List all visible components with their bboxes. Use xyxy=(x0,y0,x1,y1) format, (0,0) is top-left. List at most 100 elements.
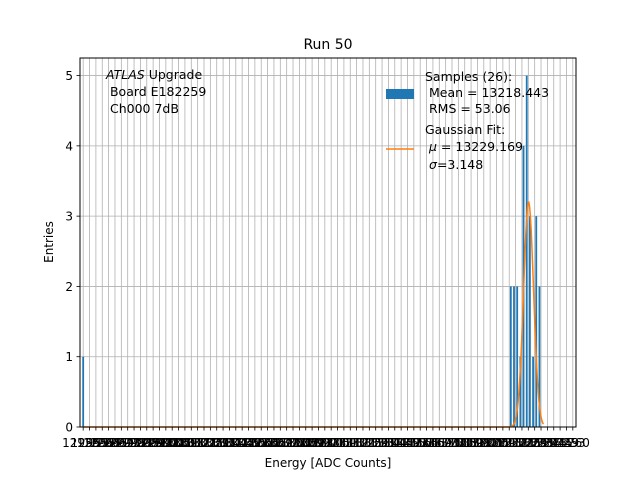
x-tick-label: 13189 xyxy=(446,436,484,450)
annotation-line-3: Ch000 7dB xyxy=(106,101,179,116)
legend-samples-line-2: Mean = 13218.443 xyxy=(425,85,549,100)
x-tick-label: 13233 xyxy=(516,436,554,450)
x-tick-label: 13045 xyxy=(217,436,255,450)
histogram-bar xyxy=(535,216,538,427)
x-tick-label: 13221 xyxy=(496,436,534,450)
x-tick-label: 13181 xyxy=(433,436,471,450)
annotation-line-2: Board E182259 xyxy=(106,84,206,99)
x-tick-label: 13021 xyxy=(179,436,217,450)
x-tick-label: 12989 xyxy=(128,436,166,450)
x-tick-label: 13193 xyxy=(452,436,490,450)
y-tick-label: 2 xyxy=(65,280,73,294)
x-tick-label: 13129 xyxy=(350,436,388,450)
x-tick-label: 13025 xyxy=(185,436,223,450)
x-tick-label: 12953 xyxy=(70,436,108,450)
x-tick-label: 13185 xyxy=(439,436,477,450)
histogram-bar xyxy=(513,286,515,427)
x-tick-label: 13145 xyxy=(376,436,414,450)
x-tick-label: 12973 xyxy=(102,436,140,450)
x-tick-label: 12985 xyxy=(121,436,159,450)
x-tick-label: 12969 xyxy=(96,436,134,450)
x-tick-label: 13113 xyxy=(325,436,363,450)
x-tick-label: 13029 xyxy=(191,436,229,450)
histogram-bar xyxy=(82,356,85,427)
legend-fit-line-1: Gaussian Fit: xyxy=(425,122,505,137)
annotation-line-1: ATLAS Upgrade xyxy=(105,67,202,82)
chart-title: Run 50 xyxy=(303,37,352,53)
x-tick-label: 13157 xyxy=(395,436,433,450)
x-tick-label: 13109 xyxy=(318,436,356,450)
x-tick-label: 13241 xyxy=(528,436,566,450)
histogram-bar xyxy=(528,216,531,427)
x-tick-label: 13205 xyxy=(471,436,509,450)
x-tick-label: 13069 xyxy=(255,436,293,450)
x-tick-label: 13053 xyxy=(229,436,267,450)
x-tick-label: 13065 xyxy=(248,436,286,450)
x-tick-label: 13165 xyxy=(407,436,445,450)
y-axis-ticks: 0 1 2 3 4 5 xyxy=(65,69,80,435)
x-tick-label: 13049 xyxy=(223,436,261,450)
x-tick-label: 13153 xyxy=(388,436,426,450)
x-tick-label: 13149 xyxy=(382,436,420,450)
x-tick-label: 12955 xyxy=(62,436,100,450)
x-tick-label: 13213 xyxy=(484,436,522,450)
x-tick-label: 13253 xyxy=(547,436,585,450)
x-tick-label: 13089 xyxy=(287,436,325,450)
legend-fit-mu: μ = 13229.169 xyxy=(428,139,523,154)
x-tick-label: 13097 xyxy=(299,436,337,450)
histogram-bar xyxy=(519,356,522,427)
x-tick-label: 13125 xyxy=(344,436,382,450)
x-tick-label: 12965 xyxy=(90,436,128,450)
x-tick-label: 13073 xyxy=(261,436,299,450)
x-tick-label: 13005 xyxy=(153,436,191,450)
legend-samples-line-3: RMS = 53.06 xyxy=(425,101,511,116)
x-tick-label: 13229 xyxy=(509,436,547,450)
x-tick-label: 13201 xyxy=(465,436,503,450)
y-axis-label: Entries xyxy=(42,221,56,263)
y-tick-label: 4 xyxy=(65,139,73,153)
legend-fit-sigma: σ=3.148 xyxy=(429,157,483,172)
y-tick-label: 3 xyxy=(65,210,73,224)
x-tick-label: 13037 xyxy=(204,436,242,450)
histogram-bar xyxy=(532,356,534,427)
x-tick-label: 13121 xyxy=(338,436,376,450)
x-tick-label: 13237 xyxy=(522,436,560,450)
x-tick-label: 12961 xyxy=(83,436,121,450)
legend-samples-swatch xyxy=(386,89,414,99)
x-tick-label: 13209 xyxy=(477,436,515,450)
x-tick-label: 13033 xyxy=(198,436,236,450)
x-tick-label: 13169 xyxy=(414,436,452,450)
grid-lines xyxy=(80,58,576,428)
histogram-bar xyxy=(509,286,512,427)
x-tick-label: 13260 xyxy=(552,436,590,450)
x-tick-label: 13041 xyxy=(210,436,248,450)
x-tick-label: 13197 xyxy=(458,436,496,450)
x-tick-label: 13217 xyxy=(490,436,528,450)
x-tick-label: 13133 xyxy=(357,436,395,450)
x-tick-label: 13061 xyxy=(242,436,280,450)
x-tick-label: 12981 xyxy=(115,436,153,450)
x-tick-label: 13177 xyxy=(427,436,465,450)
x-axis-ticks: 12955 13260 129531295712961129651296912973… xyxy=(62,427,590,450)
x-tick-label: 13101 xyxy=(306,436,344,450)
legend-samples-line-1: Samples (26): xyxy=(425,69,512,84)
x-tick-label: 13245 xyxy=(535,436,573,450)
run-annotation: ATLAS Upgrade Board E182259 Ch000 7dB xyxy=(105,67,206,116)
x-tick-label: 12997 xyxy=(140,436,178,450)
x-tick-label: 13117 xyxy=(331,436,369,450)
x-tick-label: 13057 xyxy=(236,436,274,450)
x-tick-label: 13161 xyxy=(401,436,439,450)
x-tick-label: 13225 xyxy=(503,436,541,450)
y-tick-label: 5 xyxy=(65,69,73,83)
x-tick-label: 12977 xyxy=(109,436,147,450)
legend: Samples (26): Mean = 13218.443 RMS = 53.… xyxy=(386,69,549,172)
histogram-bar xyxy=(538,286,541,427)
x-tick-label: 13249 xyxy=(541,436,579,450)
x-tick-label: 13085 xyxy=(280,436,318,450)
x-tick-label: 13093 xyxy=(293,436,331,450)
y-tick-label: 1 xyxy=(65,350,73,364)
x-tick-label: 12993 xyxy=(134,436,172,450)
x-tick-label: 13009 xyxy=(159,436,197,450)
x-tick-label: 13001 xyxy=(147,436,185,450)
